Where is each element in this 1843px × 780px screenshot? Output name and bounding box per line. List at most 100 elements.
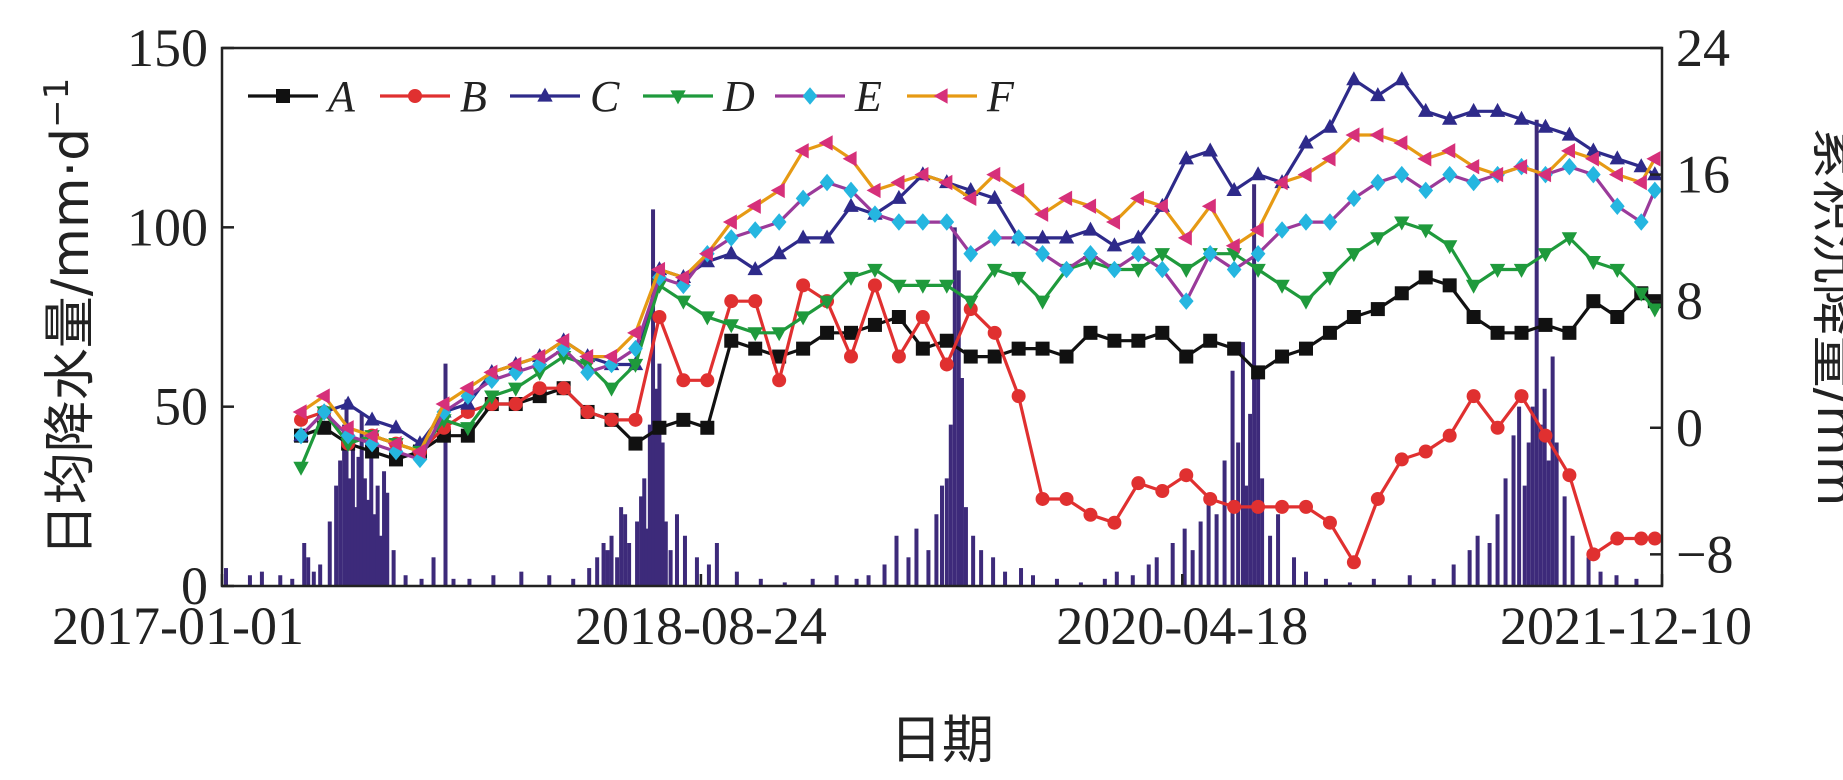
- series-marker: [1010, 271, 1027, 286]
- series-marker: [1275, 499, 1290, 514]
- series-marker: [1586, 547, 1601, 562]
- series-marker: [1647, 181, 1663, 200]
- series-marker: [1610, 531, 1625, 546]
- series-marker: [987, 349, 1002, 364]
- series-marker: [580, 363, 595, 382]
- series-marker: [796, 278, 811, 293]
- series-marker: [699, 311, 716, 326]
- series-marker: [1442, 165, 1458, 184]
- series-marker: [1275, 349, 1290, 364]
- series-marker: [939, 213, 955, 231]
- series-marker: [1154, 260, 1170, 279]
- series-marker: [1441, 240, 1458, 255]
- series-marker: [1393, 135, 1408, 151]
- legend-label: E: [854, 72, 882, 121]
- series-marker: [1562, 157, 1577, 176]
- series-marker: [1441, 143, 1456, 159]
- series-marker: [1131, 244, 1146, 263]
- series-marker: [1609, 263, 1625, 278]
- legend-label: D: [722, 72, 755, 121]
- series-marker: [1442, 278, 1457, 293]
- series-marker: [915, 279, 931, 294]
- series-marker: [1586, 294, 1601, 309]
- series-marker: [1059, 491, 1074, 506]
- series-marker: [1466, 389, 1481, 404]
- series-marker: [628, 412, 643, 427]
- series-marker: [724, 294, 739, 309]
- series-marker: [1369, 127, 1384, 143]
- legend-item-c: C: [510, 72, 620, 121]
- series-marker: [627, 325, 642, 341]
- series-marker: [1058, 229, 1075, 244]
- series-marker: [723, 319, 739, 334]
- series-marker: [1201, 198, 1216, 214]
- series-marker: [531, 366, 548, 381]
- series-marker: [1608, 166, 1623, 183]
- series-marker: [1010, 182, 1025, 199]
- series-marker: [1417, 151, 1432, 167]
- series-marker: [652, 310, 667, 324]
- series-marker: [292, 404, 307, 420]
- series-marker: [1297, 166, 1312, 183]
- series-marker: [1561, 232, 1578, 247]
- series-marker: [1155, 325, 1170, 340]
- series-marker: [1489, 102, 1506, 117]
- series-marker: [1082, 198, 1097, 214]
- series-marker: [1513, 158, 1528, 175]
- series-marker: [1646, 151, 1661, 167]
- y-right-tick-label: 8: [1676, 271, 1703, 331]
- series-marker: [1059, 260, 1074, 279]
- series-marker: [939, 333, 954, 348]
- series-marker: [987, 325, 1002, 340]
- series-marker: [915, 310, 930, 324]
- series-marker: [675, 295, 692, 310]
- series-marker: [698, 246, 713, 262]
- series-marker: [1418, 181, 1434, 200]
- series-marker: [652, 420, 667, 435]
- series-marker: [772, 373, 787, 388]
- series-marker: [1490, 420, 1505, 435]
- y-right-axis-title: 累积沉降量/mm: [1805, 128, 1843, 507]
- series-marker: [531, 348, 546, 365]
- y-left-axis-label-superscript: −1: [37, 78, 77, 128]
- series-marker: [1370, 87, 1386, 102]
- series-marker: [1083, 244, 1098, 263]
- series-marker: [1203, 333, 1218, 348]
- legend-label: C: [590, 72, 620, 121]
- series-marker: [1298, 134, 1314, 149]
- series-marker: [844, 349, 859, 364]
- series-marker: [1130, 263, 1147, 278]
- series-marker: [674, 269, 689, 286]
- series-marker: [962, 190, 977, 207]
- series-marker: [1466, 310, 1481, 324]
- series-marker: [1633, 213, 1649, 231]
- series-marker: [1298, 499, 1313, 514]
- series-marker: [1489, 263, 1506, 278]
- series-d: [293, 216, 1663, 476]
- series-marker: [963, 295, 979, 310]
- series-marker: [1513, 263, 1530, 278]
- series-marker: [795, 229, 811, 244]
- series-marker: [1250, 263, 1266, 278]
- series-marker: [1249, 222, 1264, 238]
- series-marker: [1035, 244, 1050, 263]
- series-marker: [1058, 190, 1073, 207]
- series-marker: [1586, 165, 1601, 184]
- series-marker: [820, 325, 835, 340]
- legend: A B C D E F: [248, 72, 1015, 121]
- x-tick-label: 2018-08-24: [575, 596, 827, 656]
- series-marker: [580, 404, 595, 419]
- series-marker: [1298, 341, 1313, 356]
- series-marker: [819, 229, 835, 244]
- series-marker: [771, 213, 787, 231]
- series-line: [299, 220, 1657, 468]
- series-marker: [1034, 295, 1051, 310]
- series-marker: [1250, 166, 1266, 181]
- series-marker: [340, 426, 356, 445]
- legend-item-f: F: [907, 72, 1015, 121]
- series-marker: [1082, 256, 1099, 271]
- series-marker: [1562, 468, 1577, 483]
- series-marker: [1107, 260, 1122, 279]
- series-marker: [1647, 166, 1663, 181]
- series-marker: [1346, 555, 1361, 570]
